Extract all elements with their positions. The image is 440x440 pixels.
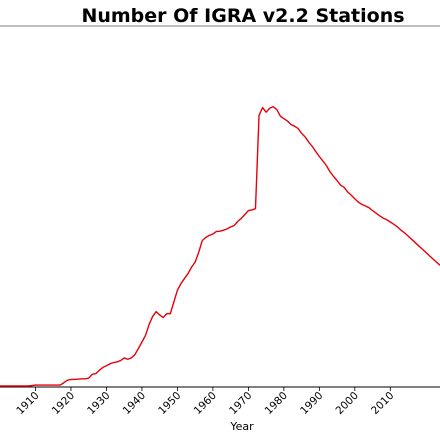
x-tick-label-2000: 2000 [334,390,361,417]
x-tick-label-2010: 2010 [369,390,396,417]
x-tick-label-1970: 1970 [227,390,254,417]
chart-title: Number Of IGRA v2.2 Stations [81,5,404,27]
x-tick-label-1950: 1950 [156,390,183,417]
series-line [0,105,440,387]
x-tick-layer: 1910 1920 1930 1940 1950 1960 1970 1980 1990 2000… [14,387,396,417]
x-tick-label-1980: 1980 [263,390,290,417]
x-tick-label-1990: 1990 [298,390,325,417]
x-tick-label-1940: 1940 [121,390,148,417]
x-tick-label-1910: 1910 [14,390,41,417]
x-tick-label-1920: 1920 [50,390,77,417]
x-tick-label-1960: 1960 [192,390,219,417]
x-tick-label-1930: 1930 [85,390,112,417]
x-axis-label: Year [229,420,254,433]
